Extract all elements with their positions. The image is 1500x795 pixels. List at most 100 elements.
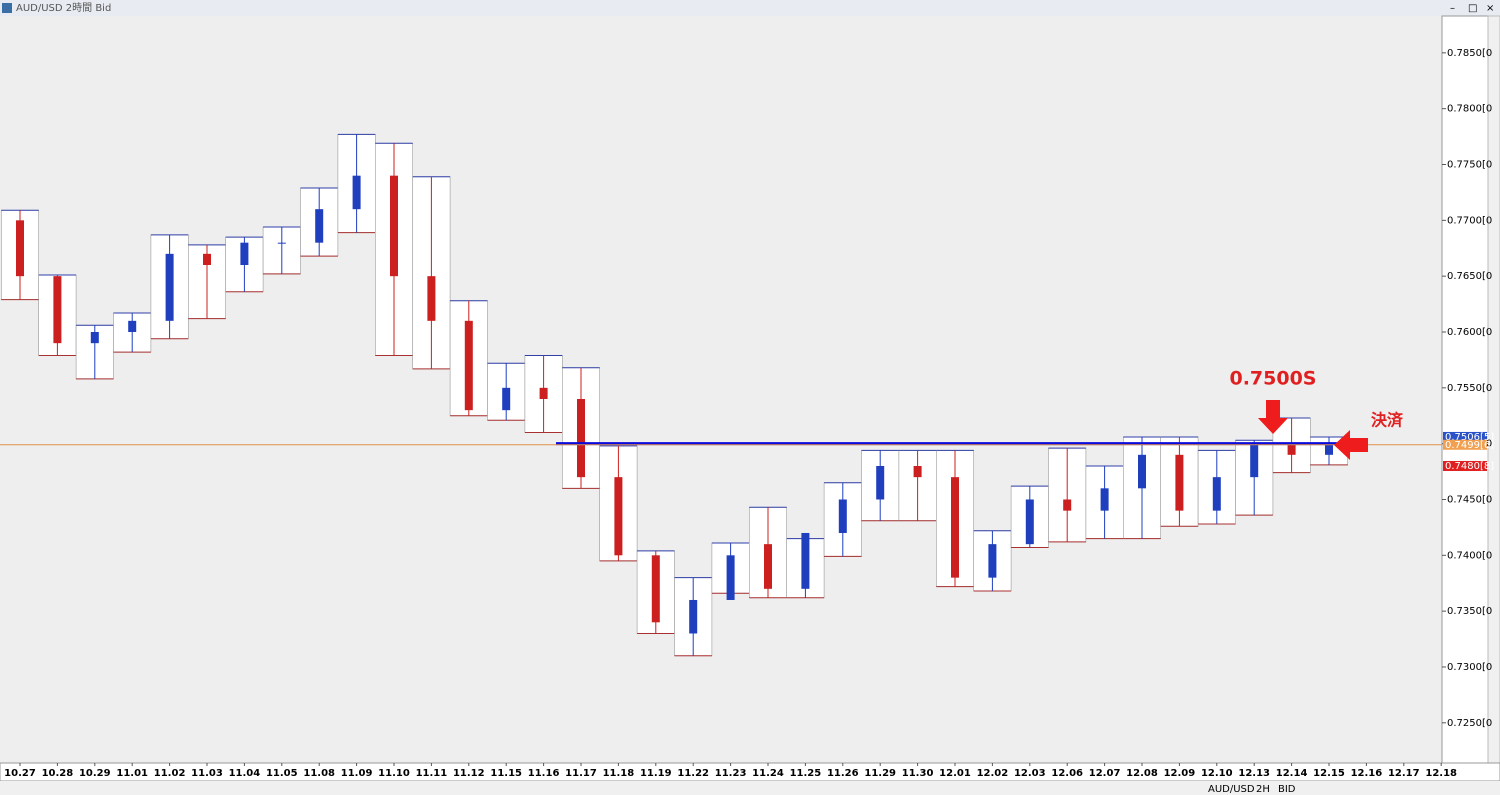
candle-body bbox=[1212, 477, 1221, 511]
y-tick-label: 0.7750[0 bbox=[1447, 160, 1492, 171]
x-tick-label: 11.19 bbox=[640, 768, 672, 779]
x-tick-label: 10.29 bbox=[79, 768, 111, 779]
x-tick-label: 11.11 bbox=[416, 768, 448, 779]
candle-body bbox=[951, 477, 959, 578]
x-tick-label: 10.28 bbox=[42, 768, 74, 779]
candle-body bbox=[390, 175, 398, 277]
candle-body bbox=[277, 242, 286, 244]
candle-body bbox=[128, 320, 137, 332]
x-tick-label: 12.17 bbox=[1388, 768, 1420, 779]
y-tick-label: 0.7650[0 bbox=[1447, 271, 1492, 282]
candle-body bbox=[502, 387, 511, 411]
candle-body bbox=[165, 253, 174, 321]
y-tick-label: 0.7800[0 bbox=[1447, 104, 1492, 115]
x-tick-label: 11.18 bbox=[603, 768, 635, 779]
candle-body bbox=[352, 175, 361, 210]
x-tick-label: 11.12 bbox=[453, 768, 485, 779]
window-title: AUD/USD 2時間 Bid bbox=[16, 2, 111, 14]
candle-body bbox=[315, 209, 324, 243]
x-tick-label: 10.27 bbox=[4, 768, 36, 779]
close-button[interactable]: × bbox=[1486, 3, 1494, 14]
x-tick-label: 11.08 bbox=[303, 768, 335, 779]
candle-body bbox=[1025, 499, 1034, 545]
x-tick-label: 12.01 bbox=[939, 768, 971, 779]
y-tick-label: 0.7250[0 bbox=[1447, 718, 1492, 729]
candle-body bbox=[53, 276, 62, 344]
candle-body bbox=[801, 532, 810, 589]
candle-body bbox=[838, 499, 847, 533]
x-tick-label: 11.04 bbox=[229, 768, 261, 779]
sell-arrow bbox=[1258, 400, 1288, 434]
minimize-button[interactable]: – bbox=[1450, 3, 1455, 14]
candle-body bbox=[577, 398, 585, 478]
candle-body bbox=[427, 276, 436, 321]
y-tick-label: 0.7600[0 bbox=[1447, 327, 1492, 338]
y-tick-label: 0.7300[0 bbox=[1447, 662, 1492, 673]
candle-body bbox=[1175, 454, 1184, 511]
candle-body bbox=[1100, 488, 1109, 511]
price-tag-label: 0.7506[5] bbox=[1445, 432, 1494, 443]
candle-body bbox=[913, 465, 922, 478]
candle-body bbox=[876, 465, 885, 500]
price-tag bbox=[1443, 431, 1487, 442]
candle-body bbox=[764, 544, 772, 589]
price-tag-label: 0.7499[6] bbox=[1445, 440, 1494, 451]
price-tag-label: 0.7480[8] bbox=[1445, 461, 1494, 472]
x-tick-label: 12.02 bbox=[977, 768, 1009, 779]
x-tick-label: 12.15 bbox=[1313, 768, 1345, 779]
price-select[interactable]: BID bbox=[1278, 784, 1296, 795]
candle-body bbox=[651, 555, 660, 623]
annotation: 決済 bbox=[1371, 411, 1404, 430]
x-tick-label: 12.18 bbox=[1425, 768, 1457, 779]
x-tick-label: 11.29 bbox=[864, 768, 896, 779]
y-tick-label: 0.7550[0 bbox=[1447, 383, 1492, 394]
annotation: 0.7500S bbox=[1229, 368, 1316, 390]
candle-body bbox=[689, 599, 698, 634]
x-tick-label: 12.08 bbox=[1126, 768, 1158, 779]
title-bar bbox=[0, 0, 1500, 16]
x-tick-label: 11.24 bbox=[752, 768, 784, 779]
x-tick-label: 11.15 bbox=[490, 768, 522, 779]
period-select[interactable]: 2H bbox=[1256, 784, 1270, 795]
x-tick-label: 11.16 bbox=[528, 768, 560, 779]
price-tag bbox=[1443, 460, 1487, 471]
candle-body bbox=[90, 331, 99, 344]
x-tick-label: 12.06 bbox=[1051, 768, 1083, 779]
candle-body bbox=[240, 242, 249, 265]
x-tick-label: 11.03 bbox=[191, 768, 223, 779]
y-tick-label: 0.7400[0 bbox=[1447, 550, 1492, 561]
candle-body bbox=[1063, 499, 1072, 511]
maximize-button[interactable]: □ bbox=[1468, 3, 1477, 14]
candle-body bbox=[726, 555, 735, 600]
x-tick-label: 11.02 bbox=[154, 768, 186, 779]
status-bar bbox=[0, 781, 1500, 795]
candle-body bbox=[1138, 454, 1146, 489]
y-axis-panel bbox=[1441, 15, 1489, 764]
x-tick-label: 11.23 bbox=[715, 768, 747, 779]
plot-area bbox=[0, 16, 1442, 763]
app-icon bbox=[2, 3, 12, 13]
y-tick-label: 0.7450[0 bbox=[1447, 494, 1492, 505]
x-tick-label: 11.01 bbox=[116, 768, 148, 779]
x-tick-label: 11.09 bbox=[341, 768, 373, 779]
candle-body bbox=[614, 477, 623, 556]
x-tick-label: 11.10 bbox=[378, 768, 410, 779]
close-arrow bbox=[1334, 430, 1368, 460]
x-tick-label: 12.16 bbox=[1351, 768, 1383, 779]
x-tick-label: 11.22 bbox=[677, 768, 709, 779]
price-tag bbox=[1443, 439, 1487, 450]
candle-body bbox=[1250, 443, 1259, 478]
candle-body bbox=[539, 387, 548, 399]
y-tick-label: 0.7350[0 bbox=[1447, 606, 1492, 617]
candle-body bbox=[988, 544, 997, 578]
x-tick-label: 12.07 bbox=[1089, 768, 1121, 779]
symbol-select[interactable]: AUD/USD bbox=[1208, 784, 1255, 795]
candle-body bbox=[203, 253, 211, 265]
x-tick-label: 12.09 bbox=[1164, 768, 1196, 779]
candle-body bbox=[1287, 443, 1296, 455]
candle-body bbox=[1325, 444, 1333, 455]
y-tick-label: 0.7850[0 bbox=[1447, 48, 1492, 59]
x-tick-label: 12.10 bbox=[1201, 768, 1233, 779]
candle-body bbox=[464, 320, 473, 411]
x-tick-label: 12.14 bbox=[1276, 768, 1308, 779]
